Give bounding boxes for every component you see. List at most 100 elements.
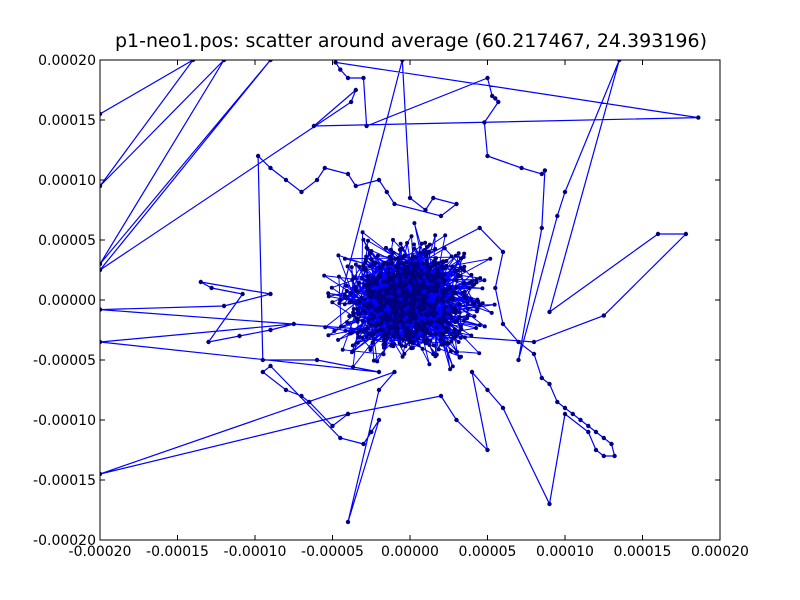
cluster-point bbox=[438, 275, 443, 280]
cluster-point bbox=[480, 286, 485, 291]
data-point bbox=[438, 393, 444, 399]
cluster-point bbox=[336, 337, 341, 342]
data-point bbox=[221, 303, 227, 309]
cluster-point bbox=[455, 268, 460, 273]
cluster-point bbox=[378, 304, 383, 308]
cluster-point bbox=[422, 248, 427, 252]
cluster-point bbox=[330, 300, 335, 305]
cluster-point bbox=[369, 257, 374, 262]
cluster-point bbox=[457, 302, 462, 306]
cluster-point bbox=[426, 302, 431, 307]
data-point bbox=[482, 120, 487, 125]
cluster-point bbox=[434, 319, 439, 324]
cluster-point bbox=[400, 255, 405, 260]
cluster-point bbox=[395, 269, 400, 274]
cluster-point bbox=[426, 310, 431, 315]
cluster-point bbox=[457, 315, 462, 319]
cluster-point bbox=[424, 259, 429, 264]
cluster-point bbox=[421, 322, 426, 326]
cluster-point bbox=[451, 289, 456, 294]
cluster-point bbox=[432, 314, 437, 319]
cluster-point bbox=[402, 263, 407, 268]
cluster-point bbox=[430, 284, 435, 289]
data-point bbox=[500, 249, 506, 255]
cluster-point bbox=[385, 286, 390, 291]
data-point bbox=[655, 231, 661, 237]
cluster-point bbox=[391, 250, 396, 255]
cluster-point bbox=[376, 297, 381, 302]
cluster-point bbox=[465, 300, 470, 305]
cluster-point bbox=[398, 276, 403, 281]
cluster-point bbox=[372, 337, 377, 342]
data-point bbox=[485, 75, 490, 81]
data-point bbox=[291, 321, 296, 327]
data-point bbox=[268, 60, 273, 63]
cluster-point bbox=[379, 308, 384, 313]
chart-title: p1-neo1.pos: scatter around average (60.… bbox=[114, 30, 707, 52]
cluster-point bbox=[392, 330, 397, 335]
data-point bbox=[617, 60, 622, 63]
cluster-point bbox=[427, 242, 432, 247]
cluster-point bbox=[389, 282, 394, 287]
data-point bbox=[198, 279, 203, 285]
data-point bbox=[268, 327, 273, 333]
cluster-point bbox=[408, 314, 413, 318]
cluster-point bbox=[347, 314, 352, 319]
cluster-point bbox=[405, 326, 410, 331]
cluster-point bbox=[375, 290, 380, 295]
cluster-point bbox=[376, 323, 381, 328]
cluster-point bbox=[431, 304, 436, 309]
cluster-point bbox=[386, 266, 391, 271]
cluster-point bbox=[450, 364, 455, 369]
cluster-point bbox=[371, 358, 376, 363]
cluster-point bbox=[326, 291, 331, 296]
cluster-point bbox=[336, 253, 341, 258]
data-point bbox=[100, 183, 103, 189]
data-point bbox=[100, 267, 103, 273]
y-axis: 0.00020 0.00015 0.00010 0.00005 0.00000 -0.00… bbox=[33, 53, 720, 549]
cluster-point bbox=[381, 345, 386, 350]
data-point bbox=[570, 411, 575, 417]
cluster-point bbox=[421, 272, 426, 276]
data-point bbox=[260, 357, 265, 363]
data-point bbox=[240, 291, 245, 297]
cluster-point bbox=[372, 314, 377, 319]
cluster-point bbox=[351, 310, 356, 315]
cluster-point bbox=[410, 302, 415, 307]
x-tick-label: -0.00005 bbox=[301, 544, 364, 560]
data-point bbox=[206, 339, 211, 345]
data-point bbox=[431, 195, 436, 201]
cluster-point bbox=[407, 340, 412, 345]
data-point bbox=[612, 453, 617, 459]
x-tick-label: -0.00010 bbox=[224, 544, 287, 560]
cluster-point bbox=[366, 289, 371, 294]
cluster-point bbox=[347, 300, 352, 305]
cluster-point bbox=[423, 298, 428, 303]
point-markers bbox=[100, 60, 701, 525]
data-point bbox=[209, 285, 214, 291]
cluster-point bbox=[409, 261, 414, 266]
cluster-point bbox=[434, 270, 439, 275]
data-point bbox=[539, 171, 544, 177]
cluster-point bbox=[402, 289, 407, 294]
cluster-point bbox=[411, 308, 416, 313]
cluster-point bbox=[388, 255, 393, 260]
cluster-point bbox=[353, 284, 357, 289]
cluster-point bbox=[363, 310, 368, 315]
data-point bbox=[609, 441, 614, 447]
cluster-point bbox=[450, 264, 455, 269]
x-axis: -0.00020 -0.00015 -0.00010 -0.00005 0.00000 0… bbox=[69, 60, 749, 560]
x-tick-label: 0.00000 bbox=[381, 544, 439, 560]
cluster-point bbox=[356, 335, 361, 340]
cluster-point bbox=[475, 297, 480, 302]
cluster-point bbox=[438, 330, 443, 335]
cluster-point bbox=[462, 251, 467, 256]
cluster-point bbox=[462, 264, 467, 269]
data-point bbox=[100, 111, 103, 117]
cluster-point bbox=[361, 263, 366, 268]
cluster-point bbox=[427, 362, 432, 367]
data-point bbox=[407, 195, 413, 201]
cluster-point bbox=[326, 333, 331, 338]
cluster-point bbox=[469, 333, 474, 338]
